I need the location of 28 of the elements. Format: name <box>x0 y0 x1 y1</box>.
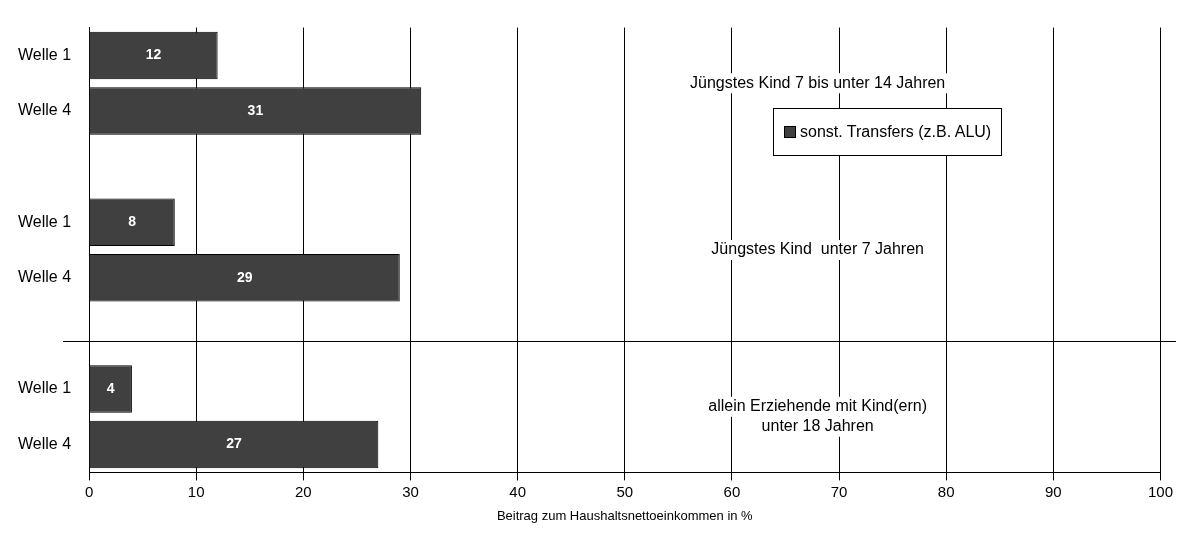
x-tick-label: 20 <box>295 482 312 500</box>
y-tick-label: Welle 1 <box>18 379 72 397</box>
x-tick-label: 50 <box>616 482 634 500</box>
x-tick-label: 10 <box>187 482 205 500</box>
data-label: 27 <box>226 435 242 452</box>
x-tick-label: 40 <box>509 482 526 500</box>
x-axis-title: Beitrag zum Haushaltsnettoeinkommen in % <box>496 507 754 523</box>
data-label: 12 <box>145 46 162 63</box>
x-tick-label: 80 <box>937 482 955 500</box>
y-tick-label: Welle 4 <box>18 101 72 119</box>
x-tick-label: 0 <box>84 482 94 500</box>
x-tick-label: 60 <box>723 482 741 500</box>
data-label: 8 <box>128 213 137 230</box>
legend-label: sonst. Transfers (z.B. ALU) <box>800 123 992 141</box>
data-label: 29 <box>236 268 253 285</box>
data-label: 4 <box>106 379 115 396</box>
data-label: 31 <box>247 101 264 118</box>
annotation: allein Erziehende mit Kind(ern) unter 18 Jahren <box>708 397 928 435</box>
y-tick-label: Welle 4 <box>18 268 72 286</box>
x-tick-label: 30 <box>402 482 419 500</box>
annotation: Jüngstes Kind 7 bis unter 14 Jahren <box>689 73 946 91</box>
annotation: Jüngstes Kind unter 7 Jahren <box>711 240 924 258</box>
x-tick-label: 90 <box>1045 482 1062 500</box>
x-tick-label: 100 <box>1147 482 1173 500</box>
y-tick-label: Welle 1 <box>18 212 72 230</box>
y-tick-label: Welle 4 <box>18 435 72 453</box>
x-tick-label: 70 <box>830 482 848 500</box>
y-tick-label: Welle 1 <box>18 45 72 63</box>
